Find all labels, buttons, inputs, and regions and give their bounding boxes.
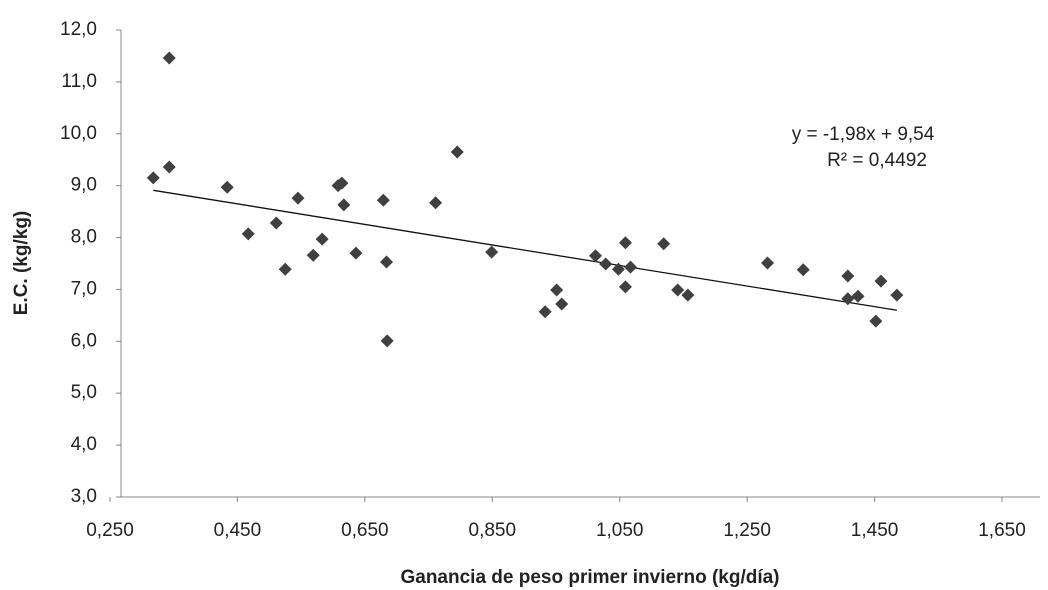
x-tick-label: 1,650 [978,520,1026,541]
data-point [841,292,855,306]
y-tick-label: 3,0 [71,486,97,507]
data-point [380,334,394,348]
y-tick-label: 12,0 [60,19,97,40]
trend-line [153,189,897,311]
data-point [291,191,305,205]
x-tick-label: 0,850 [469,520,517,541]
y-tick-label: 8,0 [71,227,97,248]
data-point [890,288,904,302]
data-point [162,160,176,174]
data-point [241,227,255,241]
data-point [841,269,855,283]
data-point [450,145,464,159]
data-point [611,262,625,276]
y-tick-label: 5,0 [71,382,97,403]
data-point [761,256,775,270]
x-tick-label: 0,650 [341,520,389,541]
data-point [657,237,671,251]
data-point [555,297,569,311]
y-axis-title: E.C. (kg/kg) [11,211,32,316]
x-tick-label: 1,250 [723,520,771,541]
data-point [869,314,883,328]
y-tick-label: 7,0 [71,278,97,299]
y-tick-label: 4,0 [71,434,97,455]
data-point [485,245,499,259]
data-point [349,246,363,260]
x-tick-label: 1,050 [596,520,644,541]
data-point [337,198,351,212]
y-tick-label: 9,0 [71,175,97,196]
data-point [681,288,695,302]
x-tick-label: 0,450 [214,520,262,541]
data-point [618,280,632,294]
data-point [589,249,603,263]
data-point [796,263,810,277]
x-tick-label: 1,450 [851,520,899,541]
data-point [315,232,329,246]
y-tick-label: 6,0 [71,330,97,351]
data-point [380,255,394,269]
data-point [269,216,283,230]
data-point [429,196,443,210]
data-point [599,257,613,271]
data-point [550,283,564,297]
data-point [538,305,552,319]
data-point [306,248,320,262]
data-point [162,51,176,65]
data-point [671,283,685,297]
data-point [146,171,160,185]
data-point [851,289,865,303]
y-tick-label: 10,0 [60,123,97,144]
x-axis-title: Ganancia de peso primer invierno (kg/día… [400,567,779,588]
r-squared: R² = 0,4492 [827,150,927,171]
data-point [220,180,234,194]
x-tick-label: 0,250 [86,520,134,541]
data-point [376,193,390,207]
data-point [874,274,888,288]
y-tick-label: 11,0 [61,71,97,92]
data-point [335,176,349,190]
trend-equation: y = -1,98x + 9,54 [792,124,935,145]
data-point [618,236,632,250]
data-point [278,262,292,276]
data-point [624,260,638,274]
